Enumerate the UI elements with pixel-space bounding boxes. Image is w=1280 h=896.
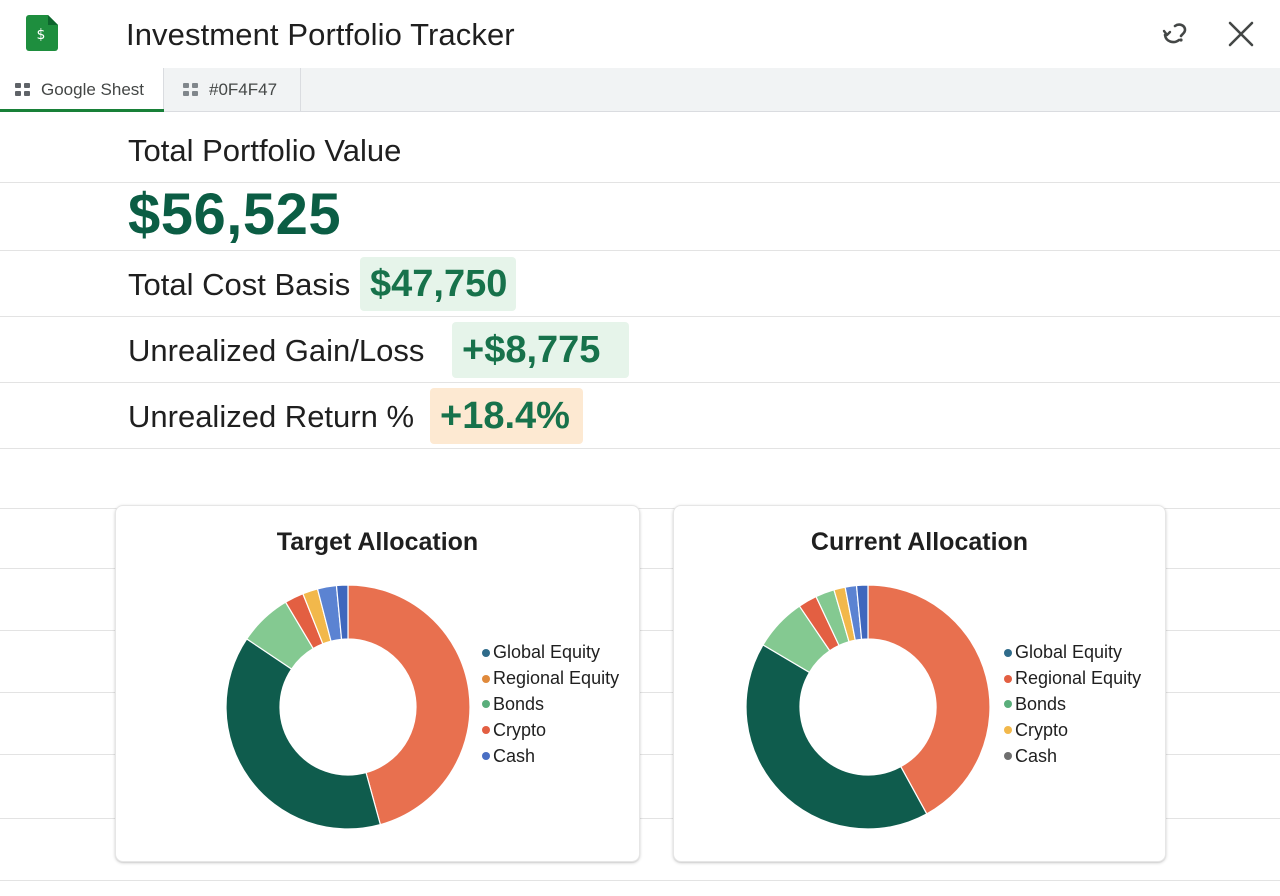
legend-label: Bonds xyxy=(1015,693,1067,714)
legend-item: Regional Equity xyxy=(1004,666,1141,692)
cost-basis-label[interactable]: Total Cost Basis xyxy=(128,267,351,302)
legend-item: Crypto xyxy=(482,717,619,743)
row-divider xyxy=(0,448,1280,449)
row-divider xyxy=(0,692,1280,693)
app-icon-glyph: $ xyxy=(37,27,46,43)
legend-item: Global Equity xyxy=(482,640,619,666)
donut-slice[interactable] xyxy=(855,584,869,640)
return-pct-value[interactable]: +18.4% xyxy=(430,388,583,444)
legend-item: Crypto xyxy=(1004,717,1141,743)
legend-item: Regional Equity xyxy=(482,666,619,692)
donut-slice[interactable] xyxy=(867,584,991,815)
grid-icon xyxy=(15,82,30,96)
legend-item: Global Equity xyxy=(1004,640,1141,666)
sheet-tab-strip: Google Shest #0F4F47 xyxy=(0,68,1280,112)
legend-label: Bonds xyxy=(493,693,545,714)
gain-loss-value[interactable]: +$8,775 xyxy=(452,322,629,378)
tab-label: #0F4F47 xyxy=(209,79,278,99)
legend-swatch xyxy=(482,752,490,761)
legend-label: Global Equity xyxy=(1015,642,1123,663)
legend-swatch xyxy=(1004,700,1012,709)
target-allocation-donut xyxy=(225,584,471,830)
grid-icon xyxy=(183,82,198,96)
target-allocation-chart[interactable]: Target Allocation Global Equity Regional… xyxy=(115,505,640,862)
row-divider xyxy=(0,818,1280,819)
row-divider xyxy=(0,630,1280,631)
cost-basis-value[interactable]: $47,750 xyxy=(360,257,516,311)
tab-0f4f47[interactable]: #0F4F47 xyxy=(164,68,301,111)
legend-label: Cash xyxy=(493,745,536,766)
row-divider xyxy=(0,754,1280,755)
legend-label: Regional Equity xyxy=(493,668,620,689)
legend-swatch xyxy=(1004,674,1012,683)
row-divider xyxy=(0,880,1280,881)
donut-slice[interactable] xyxy=(745,644,928,830)
window-title: Investment Portfolio Tracker xyxy=(126,17,515,52)
sheets-dollar-icon[interactable]: $ xyxy=(26,15,58,51)
legend-item: Cash xyxy=(1004,743,1141,769)
legend-swatch xyxy=(482,726,490,735)
legend-swatch xyxy=(482,674,490,683)
donut-slice[interactable] xyxy=(335,584,349,640)
donut-slice[interactable] xyxy=(347,584,471,826)
chart-legend: Global Equity Regional Equity Bonds Cryp… xyxy=(1004,640,1141,769)
gain-loss-label[interactable]: Unrealized Gain/Loss xyxy=(128,333,425,368)
title-bar: $ Investment Portfolio Tracker xyxy=(0,0,1280,69)
total-value-label[interactable]: Total Portfolio Value xyxy=(128,133,402,168)
row-divider xyxy=(0,316,1280,317)
total-value[interactable]: $56,525 xyxy=(128,182,342,247)
row-divider xyxy=(0,382,1280,383)
chart-legend: Global Equity Regional Equity Bonds Cryp… xyxy=(482,640,619,769)
legend-item: Cash xyxy=(482,743,619,769)
legend-label: Global Equity xyxy=(493,642,601,663)
legend-swatch xyxy=(1004,752,1012,761)
tab-google-sheet[interactable]: Google Shest xyxy=(0,68,164,112)
current-allocation-donut xyxy=(745,584,991,830)
legend-label: Cash xyxy=(1015,745,1058,766)
donut-slice[interactable] xyxy=(225,638,382,830)
legend-label: Crypto xyxy=(493,719,547,740)
legend-swatch xyxy=(1004,726,1012,735)
row-divider xyxy=(0,182,1280,183)
row-divider xyxy=(0,508,1280,509)
close-icon[interactable] xyxy=(1225,18,1257,50)
legend-swatch xyxy=(1004,648,1012,657)
legend-swatch xyxy=(482,700,490,709)
tab-label: Google Shest xyxy=(41,79,145,99)
row-divider xyxy=(0,568,1280,569)
return-label[interactable]: Unrealized Return % xyxy=(128,399,415,434)
legend-item: Bonds xyxy=(1004,692,1141,718)
chart-title: Current Allocation xyxy=(810,528,1029,556)
legend-label: Regional Equity xyxy=(1015,668,1142,689)
legend-item: Bonds xyxy=(482,692,619,718)
sync-icon[interactable] xyxy=(1160,18,1192,50)
legend-label: Crypto xyxy=(1015,719,1069,740)
current-allocation-chart[interactable]: Current Allocation Global Equity Regiona… xyxy=(673,505,1166,862)
legend-swatch xyxy=(482,648,490,657)
chart-title: Target Allocation xyxy=(276,528,479,556)
row-divider xyxy=(0,250,1280,251)
